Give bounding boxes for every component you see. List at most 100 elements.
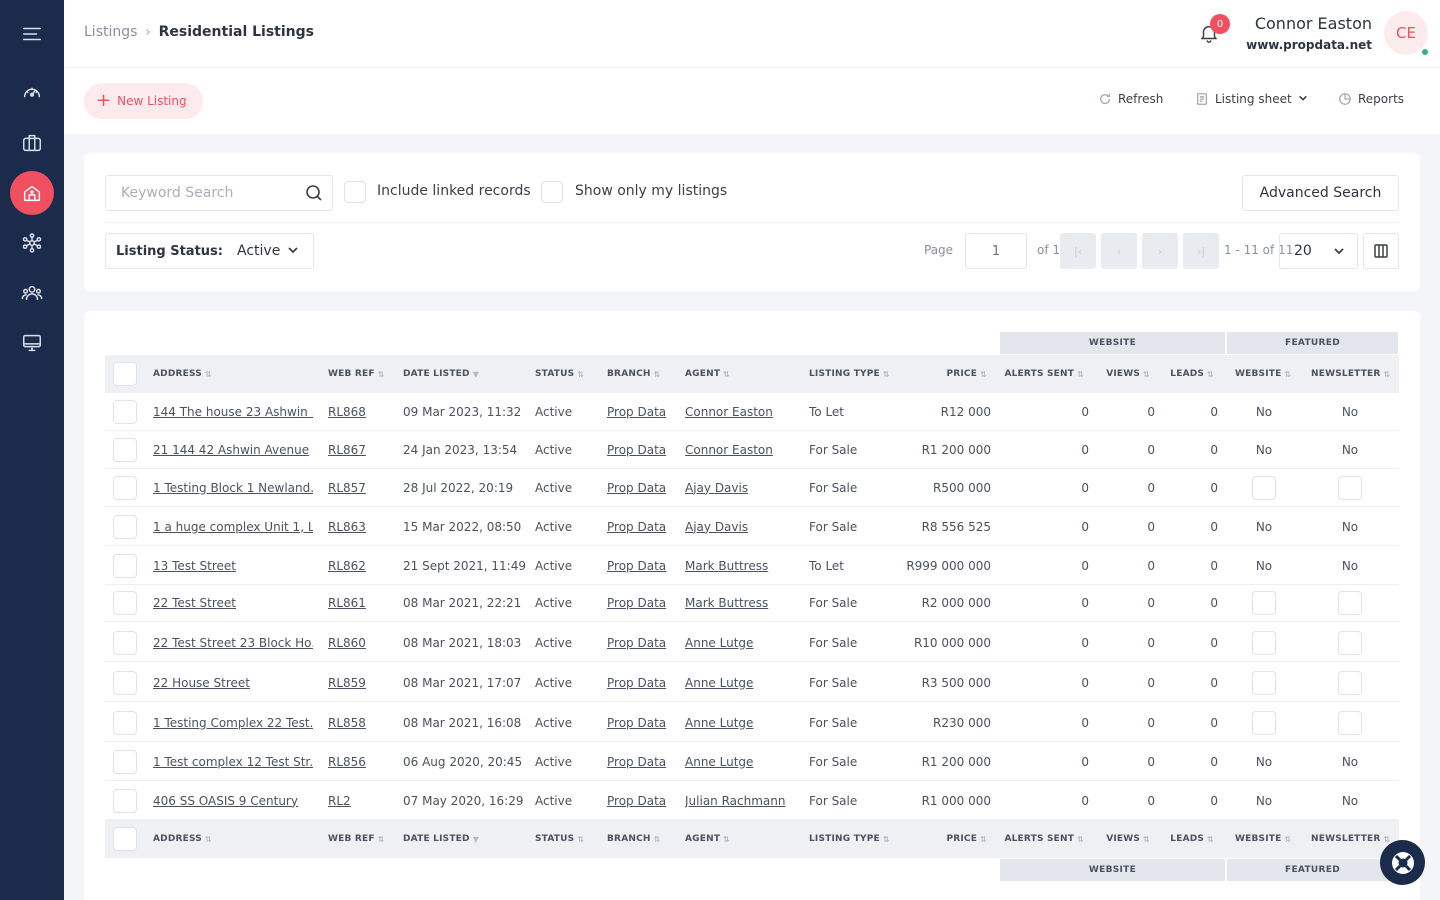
col-date-listed[interactable]: DATE LISTED ▼ xyxy=(403,369,480,379)
web-ref-link[interactable]: RL856 xyxy=(328,754,366,769)
web-ref-link[interactable]: RL863 xyxy=(328,519,366,534)
branch-link[interactable]: Prop Data xyxy=(607,595,667,610)
branch-link[interactable]: Prop Data xyxy=(607,480,667,495)
agent-link[interactable]: Mark Buttress xyxy=(685,558,769,573)
users-icon[interactable] xyxy=(10,271,54,315)
web-ref-link[interactable]: RL2 xyxy=(328,793,351,808)
table-row[interactable]: 21 144 42 Ashwin Avenue RL867 24 Jan 2023,… xyxy=(105,431,1399,469)
web-ref-link[interactable]: RL858 xyxy=(328,715,366,730)
col-listing-type[interactable]: LISTING TYPE ⇅ xyxy=(809,369,890,379)
branch-link[interactable]: Prop Data xyxy=(607,442,667,457)
agent-link[interactable]: Connor Easton xyxy=(685,404,773,419)
col-alerts-sent[interactable]: ALERTS SENT ⇅ xyxy=(1004,369,1084,379)
row-checkbox[interactable] xyxy=(113,711,137,735)
newsletter-featured-checkbox[interactable] xyxy=(1338,475,1362,500)
agent-link[interactable]: Anne Lutge xyxy=(685,635,754,650)
address-link[interactable]: 1 a huge complex Unit 1, L... xyxy=(153,519,313,534)
address-link[interactable]: 22 House Street xyxy=(153,675,250,690)
col-views[interactable]: VIEWS ⇅ xyxy=(1106,369,1150,379)
web-ref-link[interactable]: RL857 xyxy=(328,480,366,495)
table-row[interactable]: 22 House Street RL859 08 Mar 2021, 17:07 Ac… xyxy=(105,664,1399,702)
table-row[interactable]: 406 SS OASIS 9 Century RL2 07 May 2020, 16… xyxy=(105,782,1399,820)
agent-link[interactable]: Connor Easton xyxy=(685,442,773,457)
branch-link[interactable]: Prop Data xyxy=(607,519,667,534)
address-link[interactable]: 144 The house 23 Ashwin ... xyxy=(153,404,313,419)
briefcase-icon[interactable] xyxy=(10,121,54,165)
breadcrumb-parent[interactable]: Listings xyxy=(84,24,138,40)
menu-icon[interactable] xyxy=(10,12,54,56)
address-link[interactable]: 406 SS OASIS 9 Century xyxy=(153,793,298,808)
branch-link[interactable]: Prop Data xyxy=(607,715,667,730)
col-views-bottom[interactable]: VIEWS ⇅ xyxy=(1106,834,1150,844)
web-ref-link[interactable]: RL868 xyxy=(328,404,366,419)
col-price[interactable]: PRICE ⇅ xyxy=(946,369,987,379)
col-alerts-sent-bottom[interactable]: ALERTS SENT ⇅ xyxy=(1004,834,1084,844)
row-checkbox[interactable] xyxy=(113,789,137,813)
col-branch-bottom[interactable]: BRANCH ⇅ xyxy=(607,834,661,844)
address-link[interactable]: 22 Test Street 23 Block Ho... xyxy=(153,635,313,650)
row-checkbox[interactable] xyxy=(113,554,137,578)
address-link[interactable]: 1 Testing Block 1 Newland... xyxy=(153,480,313,495)
table-row[interactable]: 1 Test complex 12 Test Str... RL856 06 Aug… xyxy=(105,743,1399,781)
advanced-search-button[interactable]: Advanced Search xyxy=(1242,175,1399,211)
newsletter-featured-checkbox[interactable] xyxy=(1338,670,1362,695)
col-date-listed-bottom[interactable]: DATE LISTED ▼ xyxy=(403,834,480,844)
agent-link[interactable]: Anne Lutge xyxy=(685,754,754,769)
listing-sheet-dropdown[interactable]: Listing sheet xyxy=(1195,92,1308,106)
last-page-button[interactable]: ›| xyxy=(1183,233,1219,269)
col-web-ref-bottom[interactable]: WEB REF ⇅ xyxy=(328,834,385,844)
col-leads[interactable]: LEADS ⇅ xyxy=(1170,369,1214,379)
row-checkbox[interactable] xyxy=(113,476,137,500)
agent-link[interactable]: Ajay Davis xyxy=(685,519,749,534)
refresh-button[interactable]: Refresh xyxy=(1098,92,1163,106)
web-ref-link[interactable]: RL862 xyxy=(328,558,366,573)
address-link[interactable]: 21 144 42 Ashwin Avenue xyxy=(153,442,310,457)
branch-link[interactable]: Prop Data xyxy=(607,635,667,650)
address-link[interactable]: 1 Test complex 12 Test Str... xyxy=(153,754,313,769)
listing-status-select[interactable]: Listing Status: Active xyxy=(105,233,314,269)
row-checkbox[interactable] xyxy=(113,400,137,424)
col-web-ref[interactable]: WEB REF ⇅ xyxy=(328,369,385,379)
table-row[interactable]: 22 Test Street 23 Block Ho... RL860 08 Mar… xyxy=(105,624,1399,662)
table-row[interactable]: 22 Test Street RL861 08 Mar 2021, 22:21 Act… xyxy=(105,584,1399,622)
row-checkbox[interactable] xyxy=(113,671,137,695)
address-link[interactable]: 22 Test Street xyxy=(153,595,236,610)
columns-toggle-button[interactable] xyxy=(1363,233,1399,269)
table-row[interactable]: 1 Testing Complex 22 Test... RL858 08 Mar … xyxy=(105,704,1399,742)
table-row[interactable]: 144 The house 23 Ashwin ... RL868 09 Mar 2… xyxy=(105,393,1399,431)
next-page-button[interactable]: › xyxy=(1142,233,1178,269)
home-icon[interactable] xyxy=(10,171,54,215)
reports-button[interactable]: Reports xyxy=(1338,92,1404,106)
branch-link[interactable]: Prop Data xyxy=(607,754,667,769)
table-row[interactable]: 1 Testing Block 1 Newland... RL857 28 Jul … xyxy=(105,469,1399,507)
only-my-listings-checkbox[interactable] xyxy=(541,181,563,203)
search-icon[interactable] xyxy=(305,184,323,202)
newsletter-featured-checkbox[interactable] xyxy=(1338,590,1362,615)
gauge-icon[interactable] xyxy=(10,70,54,114)
table-row[interactable]: 1 a huge complex Unit 1, L... RL863 15 Mar… xyxy=(105,508,1399,546)
website-featured-checkbox[interactable] xyxy=(1252,630,1276,655)
web-ref-link[interactable]: RL861 xyxy=(328,595,366,610)
address-link[interactable]: 1 Testing Complex 22 Test... xyxy=(153,715,313,730)
branch-link[interactable]: Prop Data xyxy=(607,558,667,573)
web-ref-link[interactable]: RL867 xyxy=(328,442,366,457)
web-ref-link[interactable]: RL860 xyxy=(328,635,366,650)
agent-link[interactable]: Julian Rachmann xyxy=(685,793,786,808)
newsletter-featured-checkbox[interactable] xyxy=(1338,630,1362,655)
row-checkbox[interactable] xyxy=(113,438,137,462)
col-leads-bottom[interactable]: LEADS ⇅ xyxy=(1170,834,1214,844)
branch-link[interactable]: Prop Data xyxy=(607,675,667,690)
website-featured-checkbox[interactable] xyxy=(1252,475,1276,500)
include-linked-checkbox[interactable] xyxy=(344,181,366,203)
col-address-bottom[interactable]: ADDRESS ⇅ xyxy=(153,834,212,844)
col-listing-type-bottom[interactable]: LISTING TYPE ⇅ xyxy=(809,834,890,844)
page-number-input[interactable]: 1 xyxy=(965,233,1027,269)
agent-link[interactable]: Ajay Davis xyxy=(685,480,749,495)
row-checkbox[interactable] xyxy=(113,750,137,774)
col-website[interactable]: WEBSITE ⇅ xyxy=(1235,369,1292,379)
col-address[interactable]: ADDRESS ⇅ xyxy=(153,369,212,379)
col-website-bottom[interactable]: WEBSITE ⇅ xyxy=(1235,834,1292,844)
col-branch[interactable]: BRANCH ⇅ xyxy=(607,369,661,379)
row-checkbox[interactable] xyxy=(113,591,137,615)
agent-link[interactable]: Anne Lutge xyxy=(685,675,754,690)
